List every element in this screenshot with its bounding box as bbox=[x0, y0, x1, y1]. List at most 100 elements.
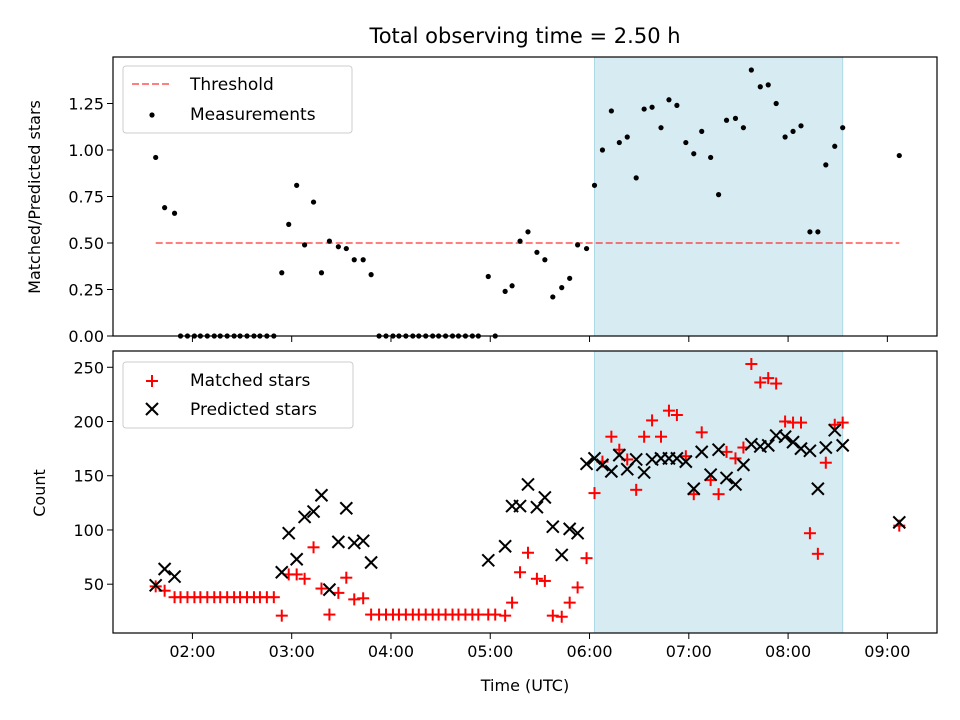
predicted-point bbox=[719, 471, 734, 485]
measurement-point bbox=[715, 192, 722, 198]
predicted-point-b bbox=[562, 522, 577, 536]
measurement-point bbox=[318, 270, 325, 276]
predicted-point-b bbox=[778, 429, 792, 444]
matched-point bbox=[729, 452, 742, 465]
top-y-tick-label: 0.00 bbox=[68, 327, 104, 346]
x-tick-label: 07:00 bbox=[666, 642, 712, 661]
predicted-point-b bbox=[719, 471, 734, 485]
bottom-y-tick-label: 250 bbox=[73, 358, 104, 377]
matched-point bbox=[506, 596, 519, 609]
predicted-point-b bbox=[289, 552, 304, 566]
predicted-point-b bbox=[282, 526, 296, 540]
measurement-point bbox=[683, 139, 689, 146]
measurement-point bbox=[302, 242, 308, 248]
top-axes-frame bbox=[112, 56, 938, 337]
matched-point bbox=[605, 430, 618, 443]
measurement-point bbox=[162, 205, 168, 211]
matched-point bbox=[630, 483, 643, 496]
predicted-point bbox=[579, 457, 594, 471]
predicted-point bbox=[521, 477, 535, 492]
measurement-point bbox=[732, 115, 739, 121]
measurement-point bbox=[798, 123, 804, 129]
predicted-point-b bbox=[297, 510, 312, 524]
predicted-point bbox=[637, 465, 651, 480]
top-y-tick-label: 1.25 bbox=[68, 95, 104, 114]
predicted-point-b bbox=[761, 438, 775, 453]
legend-threshold-label: Threshold bbox=[189, 75, 274, 95]
matched-point bbox=[580, 552, 593, 565]
measurement-point bbox=[279, 270, 285, 276]
predicted-point bbox=[331, 535, 346, 549]
matched-point bbox=[762, 372, 775, 385]
matched-point bbox=[555, 610, 568, 623]
matched-point bbox=[290, 568, 303, 581]
measurement-point bbox=[502, 288, 508, 294]
predicted-point bbox=[481, 553, 495, 568]
predicted-point bbox=[148, 578, 163, 592]
predicted-point-b bbox=[570, 526, 585, 540]
matched-point bbox=[779, 415, 792, 428]
x-tick-label: 02:00 bbox=[169, 642, 215, 661]
legend-measurements-label: Measurements bbox=[190, 105, 316, 125]
predicted-point-b bbox=[530, 500, 544, 514]
bottom-axes-frame bbox=[112, 350, 938, 634]
matched-point bbox=[546, 609, 559, 622]
matched-point bbox=[794, 416, 807, 429]
predicted-point-b bbox=[828, 423, 842, 437]
predicted-point bbox=[157, 562, 172, 576]
matched-point bbox=[819, 456, 832, 469]
measurement-point bbox=[525, 229, 531, 235]
measurement-point bbox=[748, 67, 754, 73]
measurement-point bbox=[351, 257, 357, 263]
bottom-y-axis-label: Count bbox=[30, 469, 49, 517]
predicted-point bbox=[629, 452, 643, 467]
predicted-point-b bbox=[148, 578, 163, 592]
measurement-point bbox=[740, 125, 747, 131]
predicted-point bbox=[604, 464, 619, 479]
predicted-point bbox=[530, 500, 544, 514]
predicted-point-b bbox=[892, 515, 906, 530]
predicted-point-b bbox=[711, 442, 726, 457]
chart-title: Total observing time = 2.50 h bbox=[368, 24, 680, 48]
predicted-point-b bbox=[364, 555, 378, 570]
predicted-point bbox=[314, 488, 329, 502]
predicted-point bbox=[819, 440, 833, 455]
matched-point bbox=[662, 404, 675, 417]
x-tick-label: 04:00 bbox=[368, 642, 414, 661]
matched-point bbox=[340, 571, 353, 584]
predicted-point bbox=[167, 569, 182, 584]
predicted-point-b bbox=[331, 535, 346, 549]
predicted-point bbox=[562, 522, 577, 536]
bottom-y-tick-label: 100 bbox=[73, 521, 104, 540]
matched-point bbox=[489, 608, 502, 621]
predicted-point-b bbox=[167, 569, 182, 584]
bottom-panel: 50 100 150 200 250 02:00 03:00 04:00 05:00 06:00 0… bbox=[73, 350, 938, 661]
predicted-point bbox=[828, 423, 842, 437]
measurement-point bbox=[674, 102, 680, 108]
predicted-point-b bbox=[803, 444, 817, 458]
matched-point bbox=[267, 591, 280, 604]
matched-point bbox=[811, 547, 824, 560]
predicted-point bbox=[778, 429, 792, 444]
measurement-point bbox=[658, 125, 664, 131]
predicted-point-b bbox=[679, 454, 693, 469]
matched-point bbox=[687, 488, 700, 501]
measurement-point bbox=[699, 128, 705, 134]
measurement-point bbox=[583, 245, 590, 252]
measurement-point bbox=[691, 151, 697, 157]
x-tick-label: 03:00 bbox=[269, 642, 315, 661]
measurement-point bbox=[823, 162, 829, 168]
matched-point bbox=[499, 609, 512, 622]
legend-predicted-label: Predicted stars bbox=[190, 400, 317, 420]
measurement-point bbox=[649, 104, 655, 110]
predicted-point-b bbox=[736, 458, 751, 472]
top-y-axis-label: Matched/Predicted stars bbox=[25, 100, 44, 294]
legend-predicted-marker bbox=[145, 402, 159, 416]
predicted-point bbox=[275, 565, 289, 579]
matched-point bbox=[836, 416, 849, 429]
matched-point bbox=[275, 609, 288, 622]
matched-point bbox=[538, 574, 551, 587]
matched-point bbox=[332, 586, 345, 599]
predicted-point bbox=[612, 448, 627, 462]
